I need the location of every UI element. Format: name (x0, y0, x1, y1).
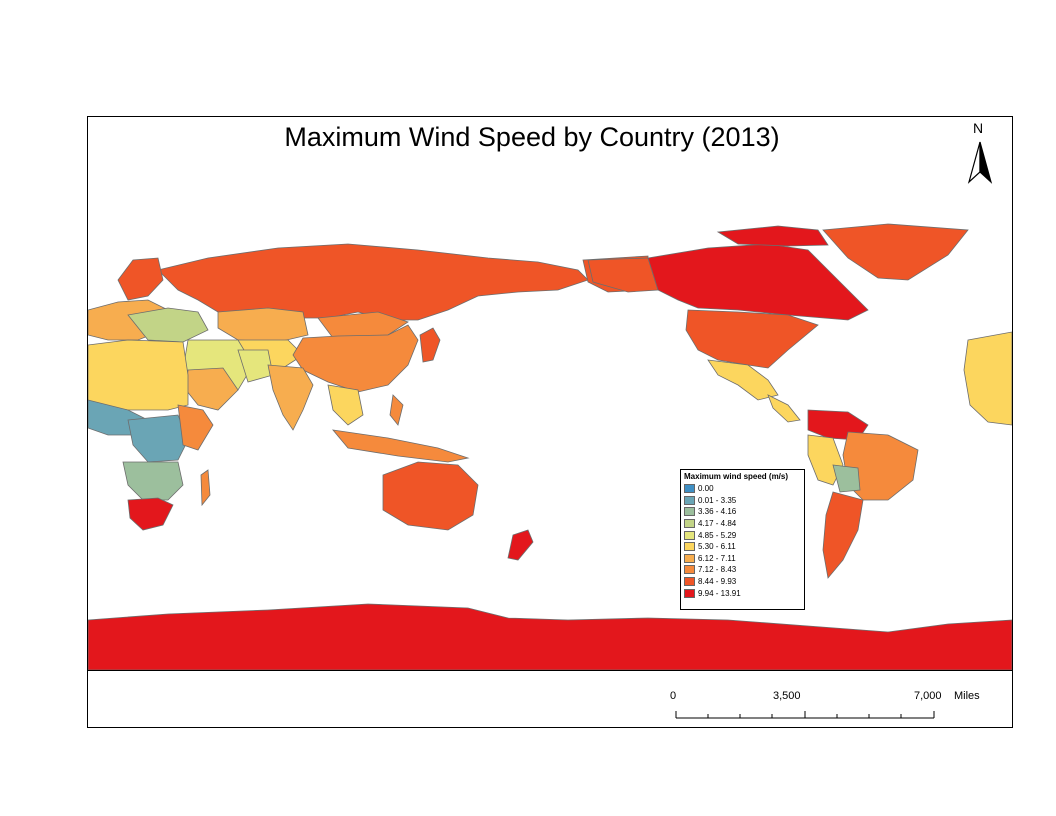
country-mongolia (317, 311, 409, 339)
region-andes (807, 434, 844, 486)
legend-swatch (684, 565, 695, 575)
region-west-africa-edge (963, 331, 1012, 426)
legend-swatch (684, 530, 695, 540)
map-title: Maximum Wind Speed by Country (2013) (284, 122, 780, 152)
legend-label: 0.01 - 3.35 (698, 495, 737, 505)
country-argentina (822, 491, 864, 579)
scale-bar: 0 3,500 7,000 Miles (660, 690, 1000, 720)
country-canada (647, 243, 869, 321)
region-korea-japan (419, 327, 441, 363)
region-central-africa (127, 414, 189, 463)
legend-item: 0.00 (684, 483, 801, 495)
legend-swatch (684, 588, 695, 598)
legend-title: Maximum wind speed (m/s) (684, 472, 789, 481)
legend-swatch (684, 495, 695, 505)
legend-label: 7.12 - 8.43 (698, 565, 737, 575)
world-map (88, 223, 1012, 671)
region-central-america (767, 394, 801, 423)
legend-item: 4.85 - 5.29 (684, 529, 801, 541)
scale-label-max: 7,000 (914, 690, 942, 702)
legend-item: 3.36 - 4.16 (684, 506, 801, 518)
country-russia (157, 243, 589, 321)
region-scandinavia (117, 257, 164, 301)
region-eastern-europe (127, 307, 209, 343)
region-antarctica (88, 603, 1012, 671)
scale-label-0: 0 (670, 690, 677, 702)
legend-swatch (684, 484, 695, 494)
legend-swatch (684, 542, 695, 552)
legend-item: 6.12 - 7.11 (684, 553, 801, 565)
country-brazil (842, 431, 919, 501)
legend-item: 0.01 - 3.35 (684, 495, 801, 507)
north-arrow-label: N (973, 120, 984, 136)
legend-label: 4.17 - 4.84 (698, 519, 737, 529)
legend-label: 4.85 - 5.29 (698, 530, 737, 540)
legend-label: 9.94 - 13.91 (698, 588, 741, 598)
legend-item: 8.44 - 9.93 (684, 576, 801, 588)
legend-swatch (684, 553, 695, 563)
scale-unit: Miles (954, 690, 980, 702)
scale-bar-ruler (675, 711, 935, 719)
country-usa (685, 309, 819, 369)
country-bolivia (832, 464, 861, 493)
country-alaska (587, 257, 659, 293)
legend-swatch (684, 519, 695, 529)
region-southeast-asia (327, 384, 364, 426)
country-south-africa (127, 497, 174, 531)
legend-item: 5.30 - 6.11 (684, 541, 801, 553)
country-madagascar (200, 469, 211, 507)
country-philippines (389, 394, 404, 426)
country-australia (382, 461, 479, 531)
region-east-africa (177, 404, 214, 451)
country-greenland (822, 223, 969, 281)
legend-label: 3.36 - 4.16 (698, 507, 737, 517)
map-bottom-border (88, 670, 1012, 671)
legend-label: 0.00 (698, 484, 714, 494)
region-arctic-islands (716, 225, 829, 247)
country-india (267, 364, 314, 431)
region-indonesia (332, 429, 470, 463)
scale-label-mid: 3,500 (773, 690, 801, 702)
country-mexico (707, 359, 779, 401)
legend-swatch (684, 577, 695, 587)
country-kazakhstan (217, 307, 309, 343)
legend-label: 5.30 - 6.11 (698, 542, 736, 552)
legend-swatch (684, 507, 695, 517)
north-arrow-icon (967, 141, 993, 184)
region-north-africa (88, 339, 189, 411)
legend-item: 7.12 - 8.43 (684, 564, 801, 576)
legend-label: 8.44 - 9.93 (698, 577, 737, 587)
legend-item: 9.94 - 13.91 (684, 587, 801, 599)
legend-item: 4.17 - 4.84 (684, 518, 801, 530)
legend: Maximum wind speed (m/s) 0.00 0.01 - 3.3… (680, 469, 805, 610)
legend-label: 6.12 - 7.11 (698, 553, 736, 563)
country-new-zealand (507, 529, 534, 561)
region-southern-africa (122, 461, 184, 501)
